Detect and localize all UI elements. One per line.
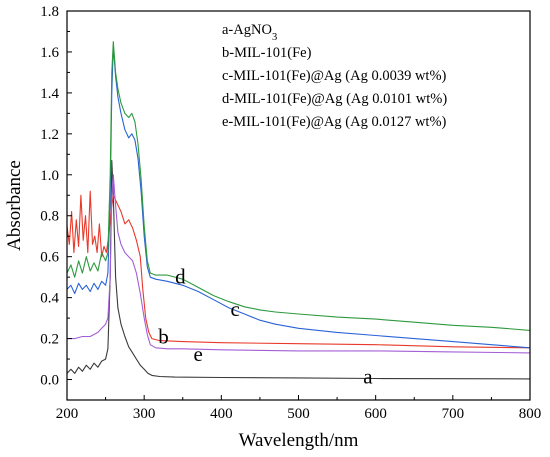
series-line-b — [66, 190, 531, 349]
x-tick-label: 300 — [133, 406, 156, 422]
curve-label-a: a — [363, 365, 373, 389]
x-tick-label: 600 — [364, 406, 387, 422]
x-tick-label: 400 — [210, 406, 233, 422]
y-tick-label: 0.8 — [40, 209, 59, 225]
legend: a-AgNO3 b-MIL-101(Fe) c-MIL-101(Fe)@Ag (Ag… — [222, 22, 447, 130]
tick-labels: 200 300 400 500 600 700 800 0.0 0.2 0.4 0.6 0.8 1.0 1… — [40, 4, 541, 422]
x-tick-label: 500 — [287, 406, 310, 422]
curve-label-e: e — [194, 342, 203, 366]
legend-entry: c-MIL-101(Fe)@Ag (Ag 0.0039 wt%) — [222, 68, 447, 84]
y-tick-label: 0.6 — [40, 250, 59, 266]
curve-label-b: b — [158, 325, 169, 349]
x-tick-label: 700 — [442, 406, 465, 422]
curve-label-d: d — [175, 264, 186, 288]
legend-entry: d-MIL-101(Fe)@Ag (Ag 0.0101 wt%) — [222, 91, 447, 107]
series-group — [66, 41, 531, 380]
legend-entry: b-MIL-101(Fe) — [222, 45, 312, 61]
x-tick-label: 800 — [519, 406, 542, 422]
series-line-c — [66, 45, 531, 349]
curve-labels: a b c d e — [158, 264, 373, 388]
y-tick-label: 1.0 — [40, 168, 59, 184]
y-tick-label: 1.4 — [40, 86, 59, 102]
series-line-d — [66, 41, 531, 331]
y-tick-label: 0.0 — [40, 373, 59, 389]
y-axis-title: Absorbance — [4, 160, 25, 251]
y-tick-label: 0.4 — [40, 291, 59, 307]
y-tick-label: 0.2 — [40, 332, 59, 348]
x-tick-label: 200 — [56, 406, 79, 422]
y-tick-label: 1.2 — [40, 127, 59, 143]
y-tick-label: 1.8 — [40, 4, 59, 20]
legend-entry: e-MIL-101(Fe)@Ag (Ag 0.0127 wt%) — [222, 114, 447, 130]
axis-ticks — [66, 10, 531, 400]
x-axis-title: Wavelength/nm — [239, 430, 359, 451]
series-line-a — [66, 159, 531, 380]
legend-entry: a-AgNO3 — [222, 22, 277, 43]
y-tick-label: 1.6 — [40, 45, 59, 61]
series-line-e — [67, 174, 531, 354]
curve-label-c: c — [231, 297, 240, 321]
